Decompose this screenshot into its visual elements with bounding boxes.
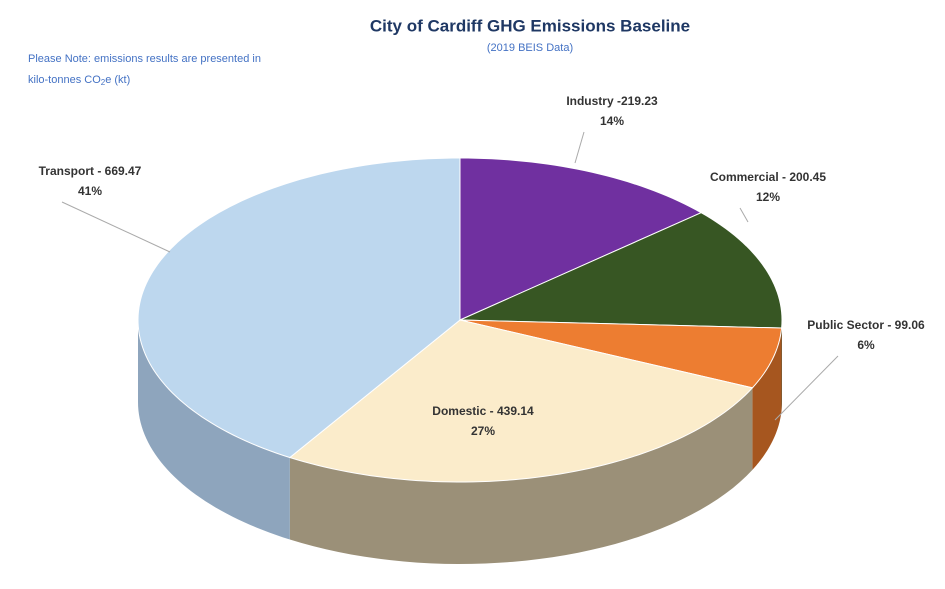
slice-side <box>289 387 753 564</box>
slice-percent: 14% <box>600 114 624 128</box>
leader-line <box>739 207 749 223</box>
slice-percent: 6% <box>857 338 875 352</box>
slice-label: Commercial - 200.45 <box>710 170 826 184</box>
slice-label: Industry -219.23 <box>566 94 658 108</box>
slice-label: Transport - 669.47 <box>39 164 142 178</box>
slice <box>459 157 703 321</box>
slice-percent: 41% <box>78 184 102 198</box>
leader-line <box>574 131 585 164</box>
note-text: e (kt) <box>105 74 130 86</box>
note-text: kilo-tonnes CO <box>28 74 101 86</box>
chart-subtitle: (2019 BEIS Data) <box>487 42 573 54</box>
slice <box>459 212 783 329</box>
slice-label: Public Sector - 99.06 <box>807 318 925 332</box>
leader-line <box>61 201 171 253</box>
slice-percent: 27% <box>471 424 495 438</box>
slice-side <box>752 328 782 470</box>
slice-label: Domestic - 439.14 <box>432 404 534 418</box>
chart-title: City of Cardiff GHG Emissions Baseline <box>370 16 690 35</box>
note-line: Please Note: emissions results are prese… <box>28 53 261 65</box>
slice <box>288 319 754 483</box>
note-line: kilo-tonnes CO2e (kt) <box>28 74 130 87</box>
slice <box>137 157 461 459</box>
slice <box>459 319 783 389</box>
note-subscript: 2 <box>101 78 106 87</box>
slice-side <box>138 320 290 540</box>
leader-line <box>774 355 839 421</box>
slice-percent: 12% <box>756 190 780 204</box>
